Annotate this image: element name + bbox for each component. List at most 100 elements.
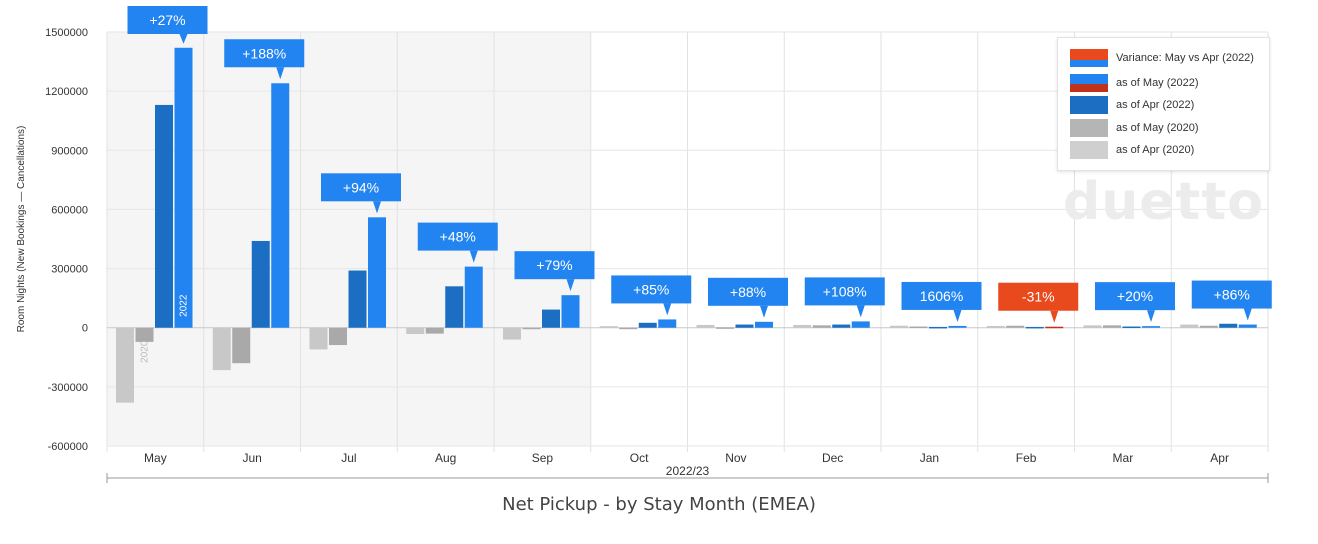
y-tick-label: -600000: [48, 441, 88, 453]
x-tick-label: Mar: [1113, 451, 1134, 465]
may-2022-swatch-icon: [1070, 74, 1108, 92]
variance-callout-box: [708, 277, 788, 306]
variance-label: +86%: [1214, 287, 1250, 303]
bar-as-of-may-2022-[interactable]: [948, 325, 967, 328]
bar-as-of-may-2022-[interactable]: [464, 266, 483, 328]
bar-as-of-apr-2022-[interactable]: [1122, 326, 1141, 329]
x-tick-label: Jan: [920, 451, 939, 465]
variance-callout-box: [804, 277, 885, 306]
legend-label: as of Apr (2020): [1116, 144, 1195, 156]
bar-as-of-may-2020-[interactable]: [425, 327, 444, 334]
legend-item-apr-2020[interactable]: as of Apr (2020): [1070, 140, 1194, 160]
bar-as-of-apr-2022-[interactable]: [638, 322, 657, 328]
variance-label: +188%: [242, 45, 286, 61]
legend-item-variance[interactable]: Variance: May vs Apr (2022): [1070, 48, 1254, 68]
x-group-label: 2022/23: [666, 464, 710, 478]
variance-callout-pointer: [760, 305, 768, 318]
y-tick-label: 1200000: [45, 86, 88, 98]
bar-as-of-apr-2020-[interactable]: [1180, 324, 1199, 328]
legend-item-may-2022[interactable]: as of May (2022): [1070, 73, 1199, 93]
duetto-watermark: duetto: [1063, 172, 1264, 232]
x-tick-label: Nov: [725, 451, 746, 465]
bar-as-of-apr-2022-[interactable]: [445, 286, 464, 328]
legend: Variance: May vs Apr (2022) as of May (2…: [1057, 37, 1270, 171]
y-tick-label: 900000: [51, 145, 88, 157]
legend-label: as of Apr (2022): [1116, 99, 1195, 111]
variance-callout-pointer: [1050, 310, 1059, 323]
bar-as-of-may-2020-[interactable]: [1199, 325, 1218, 328]
bar-as-of-may-2020-[interactable]: [812, 325, 831, 328]
bar-as-of-apr-2022-[interactable]: [155, 104, 173, 328]
bar-as-of-apr-2020-[interactable]: [212, 327, 231, 371]
bar-as-of-apr-2022-[interactable]: [735, 324, 754, 328]
bar-as-of-apr-2020-[interactable]: [406, 327, 425, 335]
y-tick-label: 300000: [51, 264, 88, 276]
bar-as-of-apr-2020-[interactable]: [503, 327, 521, 340]
x-tick-label: Apr: [1210, 451, 1229, 465]
variance-callout-box: [127, 6, 208, 34]
bar-as-of-apr-2022-[interactable]: [251, 240, 270, 328]
bar-as-of-apr-2022-[interactable]: [348, 270, 367, 328]
bar-as-of-may-2022-[interactable]: [174, 47, 193, 328]
bar-as-of-apr-2020-[interactable]: [696, 324, 715, 328]
variance-callout-pointer: [179, 34, 188, 44]
bar-as-of-may-2022-[interactable]: [658, 319, 677, 328]
bar-as-of-apr-2022-[interactable]: [542, 309, 560, 328]
bar-as-of-apr-2022-[interactable]: [832, 324, 851, 328]
bar-as-of-may-2022-[interactable]: [851, 321, 870, 328]
bar-as-of-may-2022-[interactable]: [1238, 324, 1257, 328]
bar-as-of-may-2022-[interactable]: [1045, 326, 1064, 329]
variance-callout-pointer: [1147, 310, 1155, 323]
bar-as-of-may-2020-[interactable]: [619, 327, 638, 330]
bar-as-of-may-2020-[interactable]: [909, 326, 928, 329]
x-tick-label: Dec: [822, 451, 843, 465]
bar-as-of-may-2020-[interactable]: [135, 327, 154, 342]
bar-as-of-may-2022-[interactable]: [561, 295, 580, 328]
variance-callout-pointer: [953, 309, 962, 322]
variance-callout-pointer: [566, 279, 575, 292]
bar-as-of-may-2020-[interactable]: [329, 327, 347, 346]
bar-as-of-may-2020-[interactable]: [232, 327, 251, 364]
bar-inline-label: 2020: [140, 340, 151, 363]
bar-as-of-apr-2022-[interactable]: [929, 326, 947, 329]
bar-as-of-apr-2020-[interactable]: [116, 327, 134, 403]
legend-item-may-2020[interactable]: as of May (2020): [1070, 118, 1199, 138]
legend-label: as of May (2022): [1116, 77, 1199, 89]
variance-label: +27%: [149, 12, 185, 28]
bar-as-of-may-2022-[interactable]: [271, 83, 290, 328]
bar-as-of-may-2020-[interactable]: [1006, 325, 1025, 328]
bar-as-of-apr-2020-[interactable]: [309, 327, 328, 350]
variance-callout-box: [1095, 282, 1175, 311]
variance-callout-box: [901, 281, 982, 310]
bar-as-of-apr-2020-[interactable]: [986, 325, 1005, 328]
bar-as-of-may-2020-[interactable]: [1103, 325, 1121, 328]
bar-as-of-may-2022-[interactable]: [755, 321, 773, 328]
bar-as-of-apr-2022-[interactable]: [1219, 323, 1238, 328]
y-tick-label: -300000: [48, 382, 88, 394]
bar-as-of-apr-2022-[interactable]: [1025, 326, 1044, 329]
bar-inline-label: 2022: [179, 294, 190, 317]
variance-callout-pointer: [663, 303, 672, 316]
apr-2022-swatch-icon: [1070, 96, 1108, 114]
legend-item-apr-2022[interactable]: as of Apr (2022): [1070, 95, 1194, 115]
bar-as-of-apr-2020-[interactable]: [890, 325, 908, 328]
bar-as-of-apr-2020-[interactable]: [599, 326, 618, 328]
x-tick-label: Aug: [435, 451, 456, 465]
bar-as-of-may-2022-[interactable]: [1142, 326, 1160, 328]
x-tick-label: May: [144, 451, 167, 465]
variance-callout-box: [1191, 280, 1272, 309]
chart-title: Net Pickup - by Stay Month (EMEA): [502, 494, 816, 515]
bar-as-of-apr-2020-[interactable]: [793, 324, 812, 328]
y-tick-label: 600000: [51, 204, 88, 216]
bar-as-of-may-2020-[interactable]: [522, 327, 541, 330]
x-tick-label: Sep: [532, 451, 554, 465]
bar-as-of-may-2020-[interactable]: [716, 327, 734, 329]
y-axis-label: Room Nights (New Bookings — Cancellation…: [16, 126, 27, 333]
variance-callout-pointer: [373, 201, 381, 214]
variance-label: -31%: [1022, 289, 1055, 305]
variance-callout-box: [998, 282, 1079, 311]
bar-as-of-apr-2020-[interactable]: [1083, 325, 1102, 328]
x-tick-label: Oct: [630, 451, 649, 465]
bar-as-of-may-2022-[interactable]: [368, 217, 386, 328]
